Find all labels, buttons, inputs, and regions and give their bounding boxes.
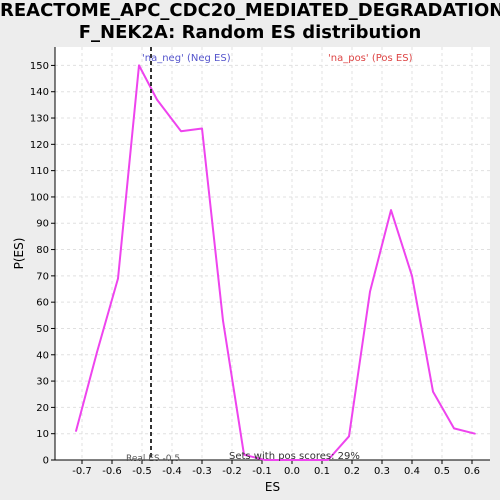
x-tick-label: 0.6 (464, 466, 480, 477)
data-point (138, 64, 140, 67)
x-tick-label: -0.7 (72, 466, 92, 477)
y-tick-label: 130 (30, 114, 49, 125)
data-point (453, 427, 455, 430)
y-tick-label: 0 (43, 456, 49, 467)
y-tick-label: 10 (36, 429, 49, 440)
data-point (75, 430, 77, 432)
y-tick-label: 120 (30, 140, 49, 151)
x-tick-label: -0.5 (132, 466, 152, 477)
x-tick-label: 0.3 (374, 466, 390, 477)
y-axis-label: P(ES) (12, 238, 26, 270)
data-point (390, 209, 392, 211)
data-point (348, 435, 350, 438)
data-point (201, 127, 203, 130)
y-tick-label: 100 (30, 192, 49, 203)
y-tick-label: 30 (36, 377, 49, 388)
y-tick-label: 140 (30, 87, 49, 98)
data-point (264, 459, 266, 461)
data-point (432, 390, 434, 393)
x-tick-label: 0.5 (434, 466, 450, 477)
data-point (474, 432, 476, 435)
y-tick-label: 70 (36, 271, 49, 282)
neg-es-label: 'na_neg' (Neg ES) (142, 53, 231, 64)
y-tick-label: 40 (36, 350, 49, 361)
x-tick-label: 0.1 (314, 466, 330, 477)
data-point (117, 277, 119, 280)
y-tick-label: 110 (30, 166, 49, 177)
y-tick-label: 80 (36, 245, 49, 256)
data-point (156, 98, 158, 101)
pos-scores-label: Sets with pos scores: 29% (229, 451, 360, 462)
data-point (411, 275, 413, 277)
x-tick-label: -0.3 (192, 466, 212, 477)
data-point (180, 130, 182, 132)
plot-area (55, 47, 490, 460)
x-axis-label: ES (265, 480, 280, 494)
data-point (96, 351, 98, 353)
y-tick-label: 50 (36, 324, 49, 335)
chart-title-line-1: REACTOME_APC_CDC20_MEDIATED_DEGRADATION_… (0, 0, 500, 21)
data-point (243, 453, 245, 456)
x-tick-label: -0.1 (252, 466, 272, 477)
y-tick-label: 20 (36, 403, 49, 414)
y-tick-label: 150 (30, 61, 49, 72)
chart-title: REACTOME_APC_CDC20_MEDIATED_DEGRADATION_… (0, 0, 500, 44)
x-tick-label: -0.2 (222, 466, 242, 477)
x-tick-label: -0.6 (102, 466, 122, 477)
data-point (327, 459, 329, 461)
pos-es-label: 'na_pos' (Pos ES) (328, 53, 413, 64)
chart-title-line-2: F_NEK2A: Random ES distribution (78, 22, 422, 43)
data-point (369, 290, 371, 293)
x-tick-label: 0.2 (344, 466, 360, 477)
es-distribution-line (75, 64, 476, 461)
real-es-label: Real ES -0.5 (126, 454, 180, 464)
x-tick-label: 0.4 (404, 466, 420, 477)
y-tick-label: 60 (36, 298, 49, 309)
x-tick-label: 0.0 (284, 466, 300, 477)
x-tick-label: -0.4 (162, 466, 182, 477)
data-point (222, 319, 224, 322)
y-tick-label: 90 (36, 219, 49, 230)
